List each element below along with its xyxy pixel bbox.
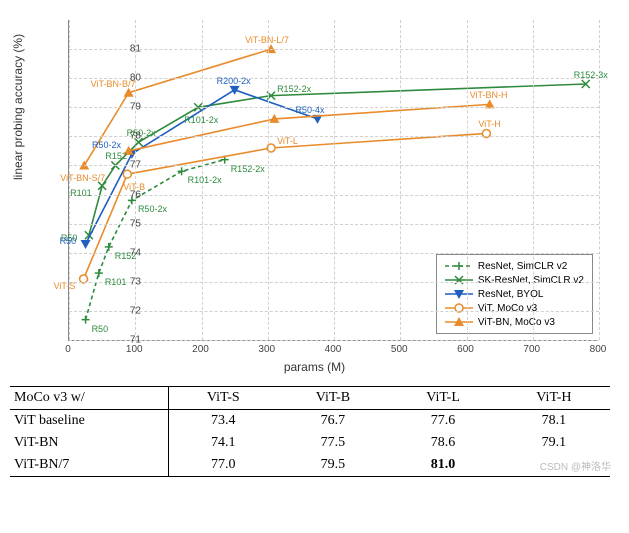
xtick-label: 800 — [590, 344, 607, 355]
ytick-label: 79 — [111, 102, 141, 113]
point-label: ViT-BN-S/7 — [60, 173, 105, 183]
point-label: R200-2x — [217, 76, 251, 86]
legend-label: SK-ResNet, SimCLR v2 — [478, 275, 584, 286]
xtick-label: 500 — [391, 344, 408, 355]
table-body: ViT baseline73.476.777.678.1ViT-BN74.177… — [10, 410, 610, 477]
ytick-label: 80 — [111, 73, 141, 84]
legend-label: ViT-BN, MoCo v3 — [478, 317, 555, 328]
ytick-label: 75 — [111, 218, 141, 229]
ytick-label: 73 — [111, 276, 141, 287]
table-row: ViT-BN74.177.578.679.1 — [10, 432, 610, 454]
xtick-label: 400 — [325, 344, 342, 355]
ytick-label: 76 — [111, 189, 141, 200]
table-cell: 77.5 — [278, 432, 389, 454]
ytick-label: 74 — [111, 247, 141, 258]
ytick-label: 81 — [111, 44, 141, 55]
xtick-label: 100 — [126, 344, 143, 355]
plot-area: ResNet, SimCLR v2SK-ResNet, SimCLR v2Res… — [68, 20, 599, 341]
y-axis-label: linear probing accuracy (%) — [11, 34, 25, 180]
table-cell: 79.5 — [278, 454, 389, 477]
table-cell: 78.6 — [388, 432, 497, 454]
table-cell: 77.6 — [388, 410, 497, 433]
table-cell: 74.1 — [169, 432, 278, 454]
table-row: ViT baseline73.476.777.678.1 — [10, 410, 610, 433]
table-cell: 81.0 — [388, 454, 497, 477]
legend: ResNet, SimCLR v2SK-ResNet, SimCLR v2Res… — [436, 254, 593, 334]
point-label: R50 — [92, 324, 109, 334]
table-cell: 79.1 — [498, 432, 610, 454]
table-header-cell: MoCo v3 w/ — [10, 387, 169, 410]
results-table: MoCo v3 w/ViT-SViT-BViT-LViT-H ViT basel… — [10, 386, 610, 477]
table-row: ViT-BN/777.079.581.0 — [10, 454, 610, 477]
table-cell: 78.1 — [498, 410, 610, 433]
table-header-cell: ViT-H — [498, 387, 610, 410]
point-label: R50-4x — [295, 105, 324, 115]
chart: linear probing accuracy (%) params (M) R… — [10, 10, 619, 380]
point-label: R50-2x — [138, 204, 167, 214]
xtick-label: 700 — [523, 344, 540, 355]
point-label: ViT-H — [478, 119, 500, 129]
xtick-label: 300 — [258, 344, 275, 355]
point-label: R152-2x — [231, 164, 265, 174]
xtick-label: 0 — [65, 344, 71, 355]
table-cell: 77.0 — [169, 454, 278, 477]
table-cell: 73.4 — [169, 410, 278, 433]
x-axis-label: params (M) — [10, 360, 619, 374]
figure-container: linear probing accuracy (%) params (M) R… — [10, 10, 619, 477]
point-label: R50 — [60, 236, 77, 246]
table-header-row: MoCo v3 w/ViT-SViT-BViT-LViT-H — [10, 387, 610, 410]
watermark: CSDN @神洛华 — [540, 458, 611, 473]
point-label: ViT-BN-H — [470, 90, 508, 100]
table-header-cell: ViT-B — [278, 387, 389, 410]
table-header-cell: ViT-L — [388, 387, 497, 410]
point-label: R101 — [70, 188, 92, 198]
xtick-label: 200 — [192, 344, 209, 355]
ytick-label: 77 — [111, 160, 141, 171]
ytick-label: 78 — [111, 131, 141, 142]
row-label: ViT-BN/7 — [10, 454, 169, 477]
point-label: ViT-L — [277, 136, 298, 146]
point-label: R101-2x — [188, 175, 222, 185]
point-label: R101-2x — [184, 115, 218, 125]
point-label: ViT-BN-L/7 — [245, 35, 289, 45]
row-label: ViT-BN — [10, 432, 169, 454]
ytick-label: 72 — [111, 305, 141, 316]
point-label: ViT-S — [54, 281, 76, 291]
table-header-cell: ViT-S — [169, 387, 278, 410]
table-cell: 76.7 — [278, 410, 389, 433]
legend-label: ResNet, SimCLR v2 — [478, 261, 567, 272]
xtick-label: 600 — [457, 344, 474, 355]
point-label: R152-2x — [277, 84, 311, 94]
point-label: R152-3x — [574, 70, 608, 80]
row-label: ViT baseline — [10, 410, 169, 433]
